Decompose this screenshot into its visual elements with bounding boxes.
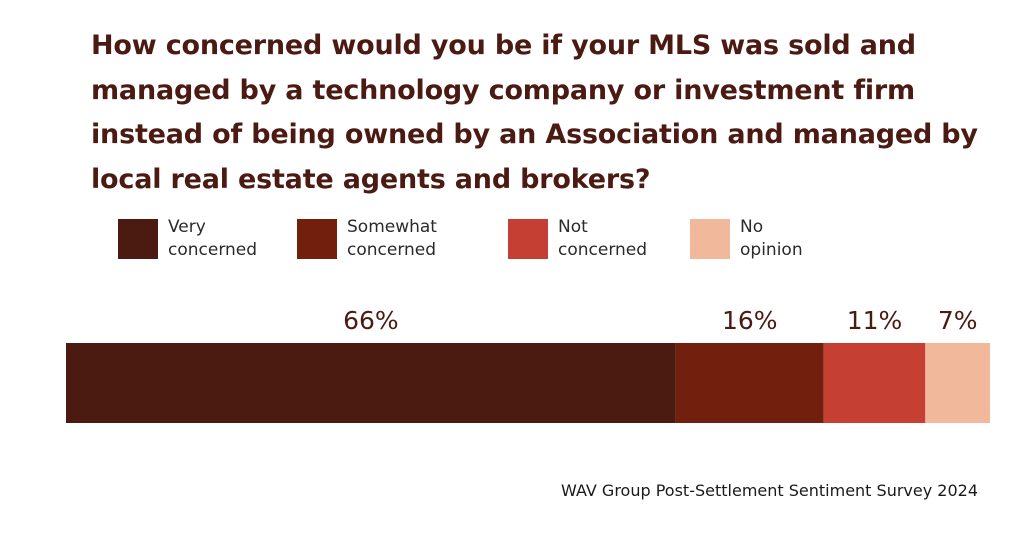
legend-item-not-concerned: Not concerned xyxy=(508,216,678,262)
legend-label-no-opinion: No opinion xyxy=(740,217,803,260)
legend-swatch-somewhat-concerned xyxy=(297,219,337,259)
data-label-somewhat-concerned: 16% xyxy=(722,306,778,335)
data-label-very-concerned: 66% xyxy=(343,306,399,335)
data-label-not-concerned: 11% xyxy=(847,306,903,335)
bar-segment-no-opinion xyxy=(925,343,990,423)
bar-segment-very-concerned xyxy=(66,343,676,423)
legend-swatch-no-opinion xyxy=(690,219,730,259)
chart-title: How concerned would you be if your MLS w… xyxy=(91,30,978,195)
legend-item-no-opinion: No opinion xyxy=(690,216,860,262)
legend-item-somewhat-concerned: Somewhat concerned xyxy=(297,216,467,262)
chart-source: WAV Group Post-Settlement Sentiment Surv… xyxy=(561,481,978,500)
legend-swatch-very-concerned xyxy=(118,219,158,259)
legend-item-very-concerned: Very concerned xyxy=(118,216,288,262)
legend-label-very-concerned: Very concerned xyxy=(168,217,258,260)
legend-label-somewhat-concerned: Somewhat concerned xyxy=(347,217,437,260)
legend-swatch-not-concerned xyxy=(508,219,548,259)
legend-label-not-concerned: Not concerned xyxy=(558,217,648,260)
bar-segment-not-concerned xyxy=(823,343,926,423)
bar-segment-somewhat-concerned xyxy=(675,343,824,423)
stacked-bar-chart: 66% 16% 11% 7% xyxy=(66,306,990,423)
data-label-no-opinion: 7% xyxy=(938,306,978,335)
